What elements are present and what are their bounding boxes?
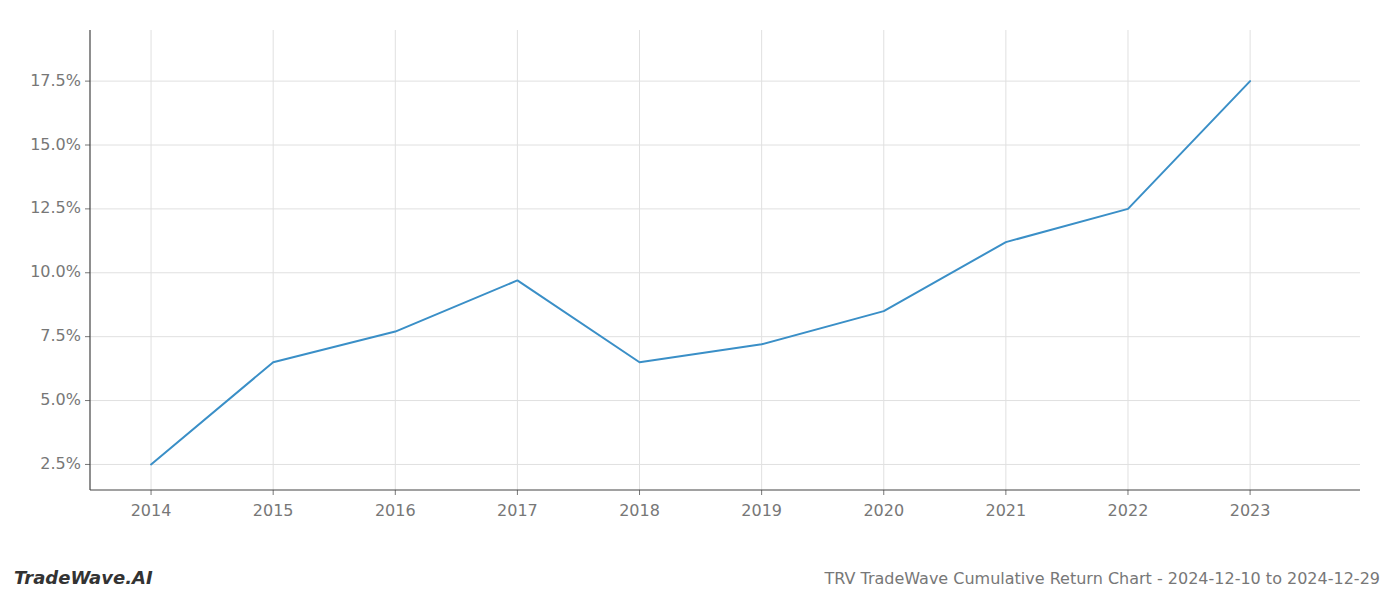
y-tick: [85, 464, 90, 465]
y-grid-line: [90, 208, 1360, 209]
x-tick-label: 2022: [1108, 501, 1149, 520]
x-grid-line: [1005, 30, 1006, 490]
y-tick-label: 12.5%: [30, 198, 81, 217]
x-tick-label: 2023: [1230, 501, 1271, 520]
y-tick-label: 15.0%: [30, 135, 81, 154]
y-tick: [85, 272, 90, 273]
x-tick: [1250, 490, 1251, 495]
x-tick-label: 2015: [253, 501, 294, 520]
x-tick-label: 2014: [131, 501, 172, 520]
x-grid-line: [1127, 30, 1128, 490]
axes: 2.5% 5.0% 7.5% 10.0% 12.5% 15.0% 17.5% 2014 2015…: [30, 30, 1360, 520]
x-grid-line: [151, 30, 152, 490]
x-tick-label: 2018: [619, 501, 660, 520]
chart-container: 2.5% 5.0% 7.5% 10.0% 12.5% 15.0% 17.5% 2014 2015…: [0, 0, 1400, 600]
plot-area: [151, 81, 1250, 464]
x-grid-line: [639, 30, 640, 490]
x-tick: [395, 490, 396, 495]
x-tick-label: 2019: [741, 501, 782, 520]
y-grid-line: [90, 336, 1360, 337]
title: TRV TradeWave Cumulative Return Chart - …: [823, 569, 1380, 588]
x-tick: [1005, 490, 1006, 495]
y-grid-line: [90, 145, 1360, 146]
y-tick-label: 2.5%: [40, 454, 81, 473]
y-tick: [85, 400, 90, 401]
x-tick: [761, 490, 762, 495]
y-tick: [85, 145, 90, 146]
y-tick: [85, 336, 90, 337]
x-grid-line: [273, 30, 274, 490]
watermark: TradeWave.AI: [14, 567, 153, 588]
x-grid-line: [1250, 30, 1251, 490]
grid: [90, 30, 1360, 490]
x-tick-label: 2021: [986, 501, 1027, 520]
x-tick: [639, 490, 640, 495]
x-tick-label: 2020: [863, 501, 904, 520]
y-axis-line: [89, 30, 90, 490]
x-tick: [273, 490, 274, 495]
x-grid-line: [761, 30, 762, 490]
y-tick-label: 5.0%: [40, 390, 81, 409]
y-grid-line: [90, 400, 1360, 401]
x-tick: [517, 490, 518, 495]
x-grid-line: [517, 30, 518, 490]
x-tick: [883, 490, 884, 495]
y-tick: [85, 208, 90, 209]
x-grid-line: [395, 30, 396, 490]
line: [151, 81, 1250, 464]
y-tick-label: 17.5%: [30, 71, 81, 90]
y-tick-label: 7.5%: [40, 326, 81, 345]
chart-svg: 2.5% 5.0% 7.5% 10.0% 12.5% 15.0% 17.5% 2014 2015…: [0, 0, 1400, 600]
y-grid-line: [90, 464, 1360, 465]
y-grid-line: [90, 81, 1360, 82]
y-grid-line: [90, 272, 1360, 273]
y-tick-label: 10.0%: [30, 262, 81, 281]
x-grid-line: [883, 30, 884, 490]
x-tick-label: 2017: [497, 501, 538, 520]
x-axis-line: [90, 489, 1360, 490]
x-tick-label: 2016: [375, 501, 416, 520]
x-tick: [1127, 490, 1128, 495]
y-tick: [85, 81, 90, 82]
x-tick: [151, 490, 152, 495]
